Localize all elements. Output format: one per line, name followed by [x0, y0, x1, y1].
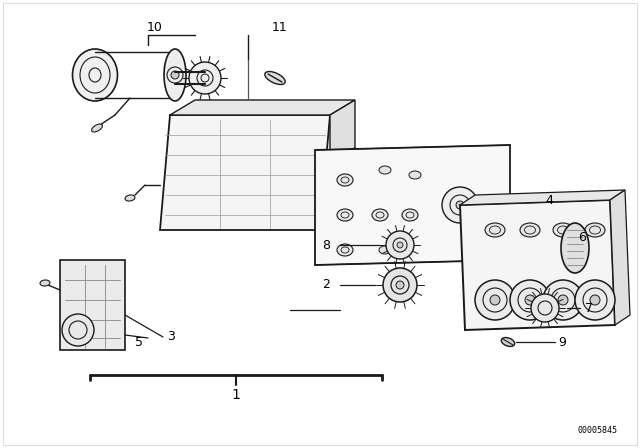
Bar	[88, 268, 106, 286]
Text: 5: 5	[135, 336, 143, 349]
Polygon shape	[160, 115, 330, 230]
Circle shape	[475, 280, 515, 320]
Bar	[235, 138, 263, 150]
Bar	[65, 268, 83, 286]
Ellipse shape	[337, 209, 353, 221]
Polygon shape	[170, 100, 355, 115]
Circle shape	[543, 280, 583, 320]
Circle shape	[383, 268, 417, 302]
Circle shape	[62, 314, 94, 346]
Circle shape	[456, 201, 464, 209]
Text: 7: 7	[585, 302, 593, 314]
Circle shape	[189, 62, 221, 94]
Polygon shape	[460, 200, 615, 330]
Ellipse shape	[125, 195, 135, 201]
Text: 6: 6	[578, 231, 586, 244]
Circle shape	[510, 280, 550, 320]
Text: 4: 4	[545, 194, 553, 207]
Text: 11: 11	[272, 21, 288, 34]
Bar	[180, 138, 208, 150]
Bar	[65, 292, 83, 310]
Ellipse shape	[164, 49, 186, 101]
Circle shape	[575, 280, 615, 320]
Text: 1: 1	[232, 388, 241, 402]
Text: 9: 9	[558, 336, 566, 349]
Circle shape	[396, 281, 404, 289]
Ellipse shape	[265, 72, 285, 85]
Bar	[235, 178, 263, 190]
Bar	[180, 158, 208, 170]
Text: 8: 8	[322, 238, 330, 251]
Bar	[180, 178, 208, 190]
Circle shape	[442, 187, 478, 223]
Ellipse shape	[379, 246, 391, 254]
Text: 00005845: 00005845	[577, 426, 617, 435]
Ellipse shape	[92, 124, 102, 132]
Text: 3: 3	[167, 331, 175, 344]
Ellipse shape	[561, 223, 589, 273]
Circle shape	[386, 231, 414, 259]
Ellipse shape	[379, 166, 391, 174]
Ellipse shape	[553, 223, 573, 237]
Circle shape	[171, 71, 179, 79]
Ellipse shape	[501, 337, 515, 346]
Ellipse shape	[485, 223, 505, 237]
Polygon shape	[315, 145, 510, 265]
Circle shape	[531, 294, 559, 322]
Ellipse shape	[337, 244, 353, 256]
Ellipse shape	[337, 174, 353, 186]
Text: 2: 2	[322, 279, 330, 292]
Ellipse shape	[520, 223, 540, 237]
Circle shape	[558, 295, 568, 305]
Bar	[88, 292, 106, 310]
Polygon shape	[610, 190, 630, 325]
Polygon shape	[330, 100, 355, 230]
Polygon shape	[460, 190, 625, 205]
Circle shape	[590, 295, 600, 305]
Circle shape	[397, 242, 403, 248]
Ellipse shape	[372, 209, 388, 221]
Ellipse shape	[409, 171, 421, 179]
Ellipse shape	[402, 209, 418, 221]
Text: 10: 10	[147, 21, 163, 34]
Bar	[235, 158, 263, 170]
Polygon shape	[60, 260, 125, 350]
Ellipse shape	[585, 223, 605, 237]
Ellipse shape	[40, 280, 50, 286]
Ellipse shape	[72, 49, 118, 101]
Circle shape	[490, 295, 500, 305]
Circle shape	[525, 295, 535, 305]
